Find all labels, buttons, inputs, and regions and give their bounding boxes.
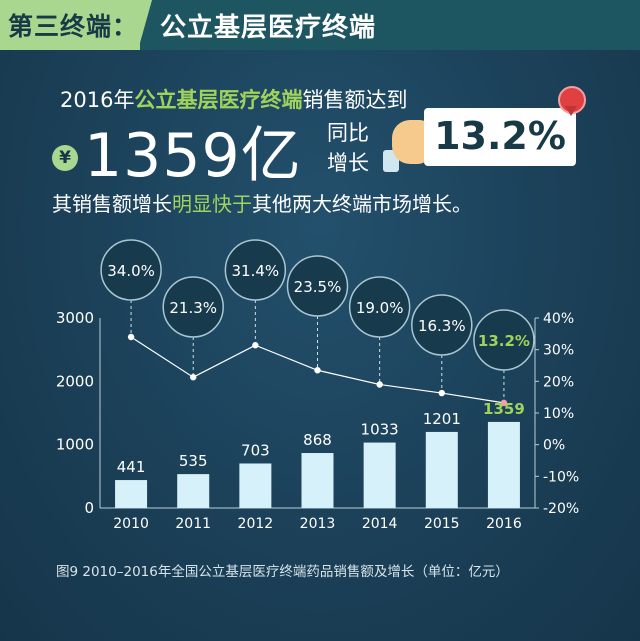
yen-icon: ¥ — [52, 145, 78, 171]
bar — [177, 474, 210, 508]
x-tick-label: 2010 — [113, 516, 149, 532]
bar-value-label: 441 — [117, 458, 146, 476]
growth-point — [127, 333, 135, 341]
y-left-tick-label: 3000 — [56, 309, 94, 327]
growth-bubble — [411, 294, 473, 356]
subline: 其销售额增长明显快于其他两大终端市场增长。 — [52, 188, 472, 217]
header-tag-text: 第三终端： — [8, 12, 139, 41]
y-left-tick-label: 1000 — [56, 436, 94, 454]
yoy-label: 同比增长 — [327, 121, 369, 175]
growth-bubble — [162, 276, 224, 338]
growth-label: 16.3% — [418, 317, 466, 335]
bar-value-label: 1033 — [361, 421, 399, 439]
growth-label: 34.0% — [107, 262, 155, 280]
growth-point — [252, 342, 259, 349]
bar-value-label: 868 — [303, 431, 332, 449]
growth-bubble — [473, 309, 535, 371]
headline-suffix: 销售额达到 — [302, 88, 408, 112]
x-tick-label: 2016 — [486, 516, 522, 532]
y-right-tick-label: -10% — [543, 469, 579, 485]
growth-label: 13.2% — [478, 332, 530, 350]
figure-caption: 图9 2010–2016年全国公立基层医疗终端药品销售额及增长（单位：亿元） — [56, 564, 509, 580]
bar-value-label: 535 — [179, 452, 208, 470]
bar — [115, 480, 148, 508]
x-tick-label: 2015 — [424, 516, 460, 532]
growth-bubble — [224, 239, 287, 301]
header-tag: 第三终端： — [0, 0, 140, 50]
y-left-tick-label: 0 — [84, 499, 94, 517]
bar — [487, 421, 520, 508]
bar — [425, 431, 458, 508]
growth-bubble — [286, 255, 349, 317]
y-right-tick-label: 30% — [543, 343, 574, 359]
y-right-tick-label: -20% — [543, 501, 579, 517]
growth-point — [438, 389, 445, 397]
subline-highlight: 明显快于 — [172, 192, 252, 216]
bar — [363, 442, 396, 508]
x-tick-label: 2011 — [175, 516, 211, 532]
bar-value-label: 703 — [241, 441, 270, 459]
headline-prefix: 2016年 — [60, 88, 135, 112]
bar — [301, 453, 334, 508]
headline-line: 2016年公立基层医疗终端销售额达到 — [60, 84, 407, 114]
x-tick-label: 2014 — [362, 516, 398, 532]
y-left-tick-label: 2000 — [56, 372, 94, 390]
growth-point — [314, 367, 321, 374]
growth-rate-card: 13.2% — [424, 108, 576, 166]
bar-value-label: 1201 — [423, 410, 461, 428]
growth-point — [376, 381, 383, 388]
growth-label: 21.3% — [169, 299, 217, 317]
growth-rate: 13.2% — [434, 114, 566, 158]
header-divider — [138, 0, 152, 50]
headline-highlight: 公立基层医疗终端 — [134, 88, 303, 112]
y-right-tick-label: 20% — [543, 374, 574, 390]
y-right-tick-label: 0% — [543, 438, 565, 454]
growth-point — [190, 374, 197, 381]
y-right-tick-label: 10% — [543, 406, 574, 422]
y-right-tick-label: 40% — [543, 311, 574, 327]
page-title: 公立基层医疗终端 — [160, 13, 377, 43]
award-ribbon-tail-icon — [565, 106, 577, 116]
growth-label: 23.5% — [294, 278, 342, 296]
subline-part1: 其销售额增长 — [52, 192, 172, 216]
growth-bubble — [100, 239, 162, 301]
bar — [239, 463, 272, 508]
x-tick-label: 2012 — [238, 516, 274, 532]
growth-bubble — [348, 276, 411, 338]
bar-value-label: 1359 — [483, 400, 525, 418]
sales-amount: 1359亿 — [84, 121, 302, 191]
hand-icon — [392, 120, 430, 164]
growth-label: 19.0% — [356, 299, 404, 317]
growth-point — [500, 399, 508, 407]
subline-part2: 其他两大终端市场增长。 — [252, 192, 472, 216]
x-tick-label: 2013 — [300, 516, 336, 532]
growth-label: 31.4% — [232, 262, 280, 280]
